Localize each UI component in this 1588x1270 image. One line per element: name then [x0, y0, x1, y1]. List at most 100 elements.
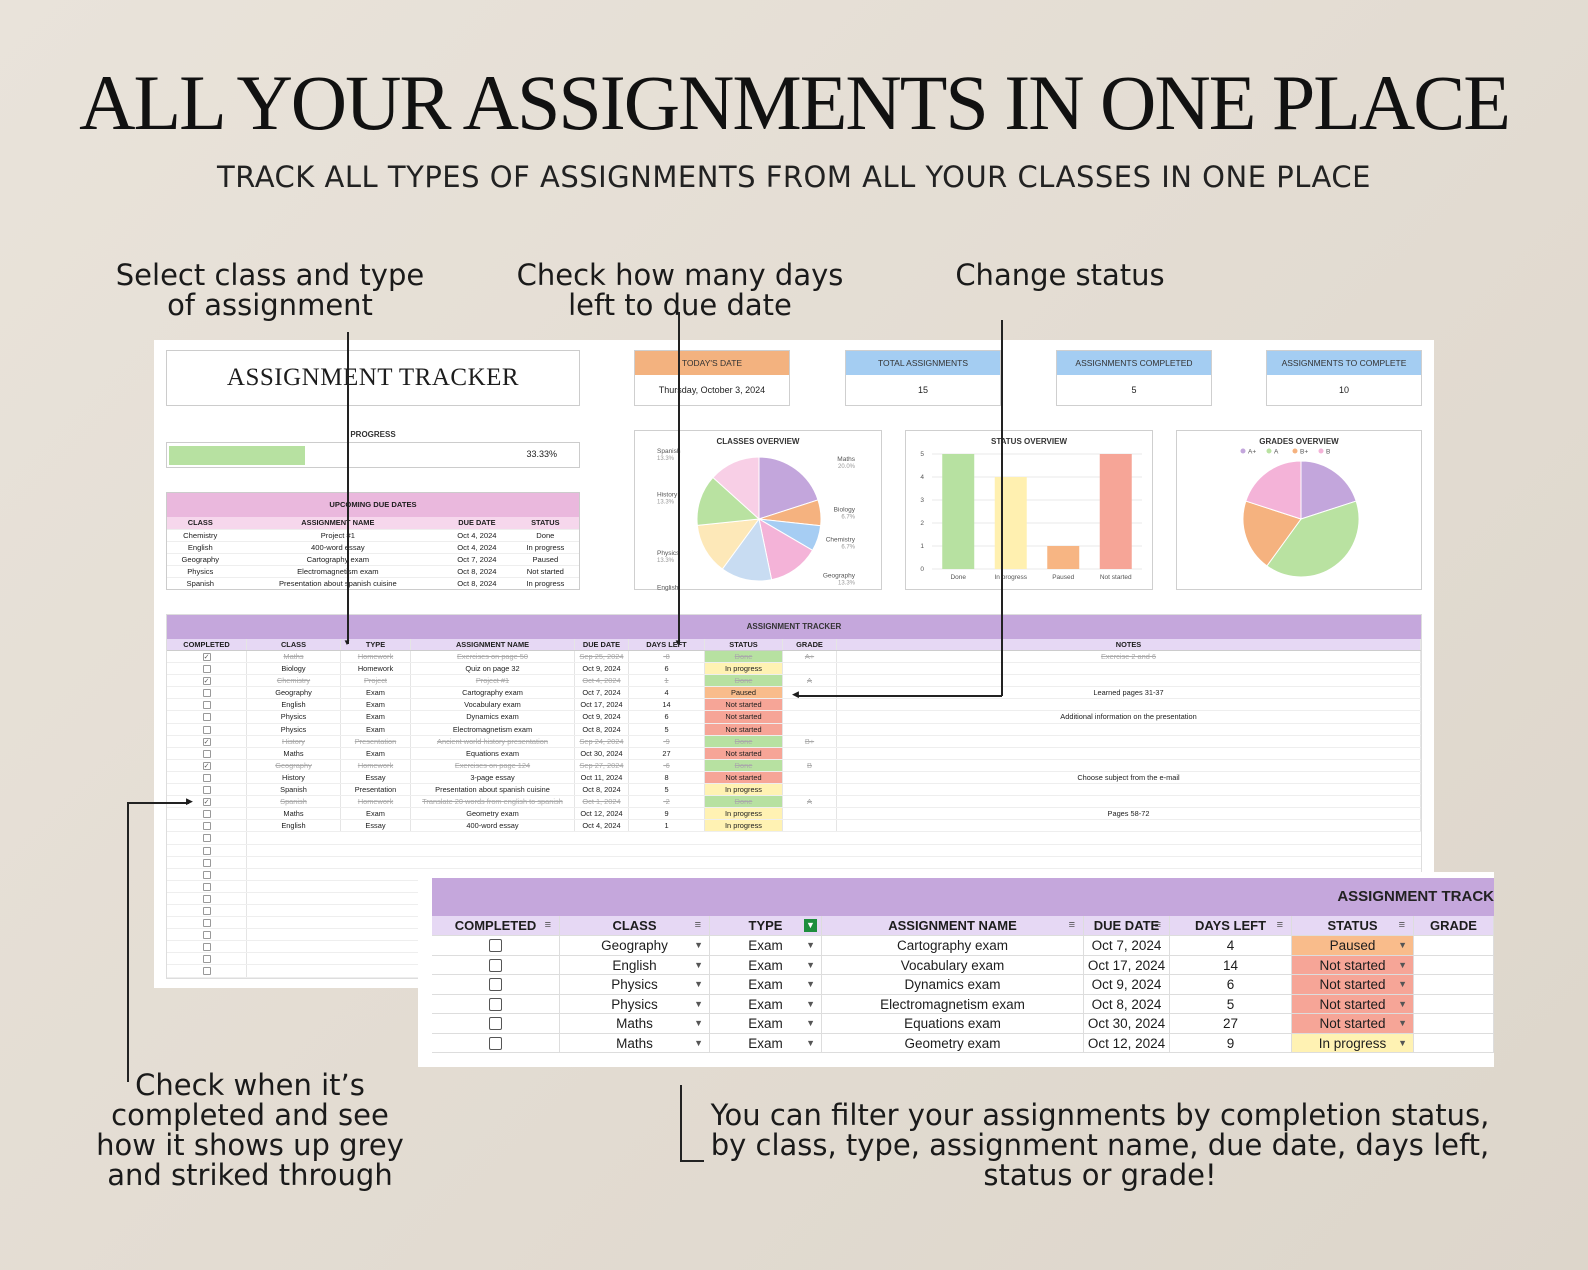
type-cell[interactable]: Presentation	[341, 735, 411, 747]
completed-cell[interactable]	[432, 955, 560, 974]
grade-cell[interactable]	[783, 711, 837, 723]
col-header-status[interactable]: STATUS	[705, 639, 783, 650]
grade-cell[interactable]	[783, 808, 837, 820]
dropdown-arrow-icon[interactable]: ▼	[694, 1018, 703, 1028]
completed-checkbox[interactable]	[202, 919, 211, 928]
type-cell[interactable]: Project	[341, 675, 411, 687]
completed-checkbox[interactable]	[202, 967, 211, 976]
grade-cell[interactable]	[783, 771, 837, 784]
class-cell[interactable]: Geography ▼	[560, 936, 710, 955]
zoom-col-header[interactable]: COMPLETED ≡	[432, 916, 560, 935]
status-cell[interactable]: Done	[705, 675, 783, 687]
zoom-col-header[interactable]: DAYS LEFT ≡	[1170, 916, 1292, 935]
type-cell[interactable]: Exam ▼	[710, 1033, 822, 1052]
completed-checkbox[interactable]	[489, 978, 502, 991]
completed-cell[interactable]	[167, 784, 247, 796]
completed-cell[interactable]	[167, 699, 247, 711]
grade-cell[interactable]: A	[783, 675, 837, 687]
type-cell[interactable]: Exam	[341, 699, 411, 711]
status-cell[interactable]: Not started	[705, 747, 783, 759]
completed-checkbox[interactable]: ✓	[202, 677, 211, 686]
type-cell[interactable]: Presentation	[341, 784, 411, 796]
completed-cell[interactable]	[167, 856, 247, 868]
completed-cell[interactable]	[167, 687, 247, 699]
zoom-col-header[interactable]: CLASS ≡	[560, 916, 710, 935]
completed-cell[interactable]	[432, 975, 560, 994]
completed-checkbox[interactable]	[202, 955, 211, 964]
filter-icon[interactable]: ≡	[1154, 919, 1161, 931]
col-header-notes[interactable]: NOTES	[837, 639, 1421, 650]
class-cell[interactable]: Maths	[247, 808, 341, 820]
class-cell[interactable]: Geography	[247, 687, 341, 699]
completed-cell[interactable]	[167, 965, 247, 977]
completed-cell[interactable]	[167, 880, 247, 892]
status-cell[interactable]: Not started	[705, 723, 783, 735]
completed-checkbox[interactable]	[202, 882, 211, 891]
filter-icon[interactable]: ≡	[1398, 919, 1405, 931]
type-cell[interactable]: Exam	[341, 808, 411, 820]
status-cell[interactable]: Not started	[705, 699, 783, 711]
completed-checkbox[interactable]	[202, 870, 211, 879]
completed-checkbox[interactable]	[202, 665, 211, 674]
status-cell[interactable]: Done	[705, 759, 783, 771]
class-cell[interactable]: Physics ▼	[560, 975, 710, 994]
type-cell[interactable]: Homework	[341, 651, 411, 663]
grade-cell[interactable]: B+	[783, 735, 837, 747]
grade-cell[interactable]	[783, 747, 837, 759]
col-header-type[interactable]: TYPE	[341, 639, 411, 650]
completed-cell[interactable]	[167, 771, 247, 784]
grade-cell[interactable]	[783, 820, 837, 832]
completed-checkbox[interactable]	[202, 822, 211, 831]
completed-cell[interactable]: ✓	[167, 796, 247, 808]
class-cell[interactable]: English	[247, 820, 341, 832]
grade-cell[interactable]	[1414, 994, 1494, 1013]
class-cell[interactable]: Physics	[247, 711, 341, 723]
completed-checkbox[interactable]	[202, 846, 211, 855]
grade-cell[interactable]: A+	[783, 651, 837, 663]
completed-cell[interactable]: ✓	[167, 759, 247, 771]
completed-checkbox[interactable]	[202, 810, 211, 819]
status-cell[interactable]: Done	[705, 796, 783, 808]
status-cell[interactable]: In progress	[705, 808, 783, 820]
class-cell[interactable]: Physics ▼	[560, 994, 710, 1013]
type-cell[interactable]: Exam ▼	[710, 975, 822, 994]
type-cell[interactable]: Homework	[341, 796, 411, 808]
type-cell[interactable]: Essay	[341, 820, 411, 832]
class-cell[interactable]: Maths ▼	[560, 1033, 710, 1052]
status-cell[interactable]: In progress	[705, 784, 783, 796]
filter-icon[interactable]: ≡	[544, 919, 551, 931]
completed-cell[interactable]: ✓	[167, 675, 247, 687]
completed-cell[interactable]	[167, 868, 247, 880]
grade-cell[interactable]	[783, 687, 837, 699]
completed-checkbox[interactable]: ✓	[202, 798, 211, 807]
dropdown-arrow-icon[interactable]: ▼	[1398, 979, 1407, 989]
completed-checkbox[interactable]	[202, 689, 211, 698]
completed-checkbox[interactable]	[202, 701, 211, 710]
completed-cell[interactable]: ✓	[167, 735, 247, 747]
completed-checkbox[interactable]: ✓	[202, 761, 211, 770]
completed-cell[interactable]	[167, 711, 247, 723]
completed-checkbox[interactable]	[489, 958, 502, 972]
grade-cell[interactable]	[1414, 975, 1494, 994]
completed-cell[interactable]	[167, 663, 247, 675]
class-cell[interactable]: Biology	[247, 663, 341, 675]
dropdown-arrow-icon[interactable]: ▼	[806, 979, 815, 989]
dropdown-arrow-icon[interactable]: ▼	[806, 959, 815, 970]
zoom-col-header[interactable]: ASSIGNMENT NAME ≡	[822, 916, 1084, 935]
class-cell[interactable]: English ▼	[560, 955, 710, 974]
completed-cell[interactable]	[167, 929, 247, 941]
dropdown-arrow-icon[interactable]: ▼	[694, 1037, 703, 1048]
completed-checkbox[interactable]	[202, 834, 211, 843]
grade-cell[interactable]	[783, 723, 837, 735]
completed-checkbox[interactable]	[202, 725, 211, 734]
status-cell[interactable]: Not started ▼	[1292, 955, 1414, 974]
col-header-days-left[interactable]: DAYS LEFT	[629, 639, 705, 650]
zoom-col-header[interactable]: GRADE	[1414, 916, 1494, 935]
status-cell[interactable]: Done	[705, 651, 783, 663]
completed-checkbox[interactable]: ✓	[202, 653, 211, 661]
dropdown-arrow-icon[interactable]: ▼	[806, 1037, 815, 1048]
status-cell[interactable]: In progress ▼	[1292, 1033, 1414, 1052]
dropdown-arrow-icon[interactable]: ▼	[806, 998, 815, 1009]
completed-checkbox[interactable]	[489, 1017, 502, 1030]
grade-cell[interactable]	[783, 663, 837, 675]
